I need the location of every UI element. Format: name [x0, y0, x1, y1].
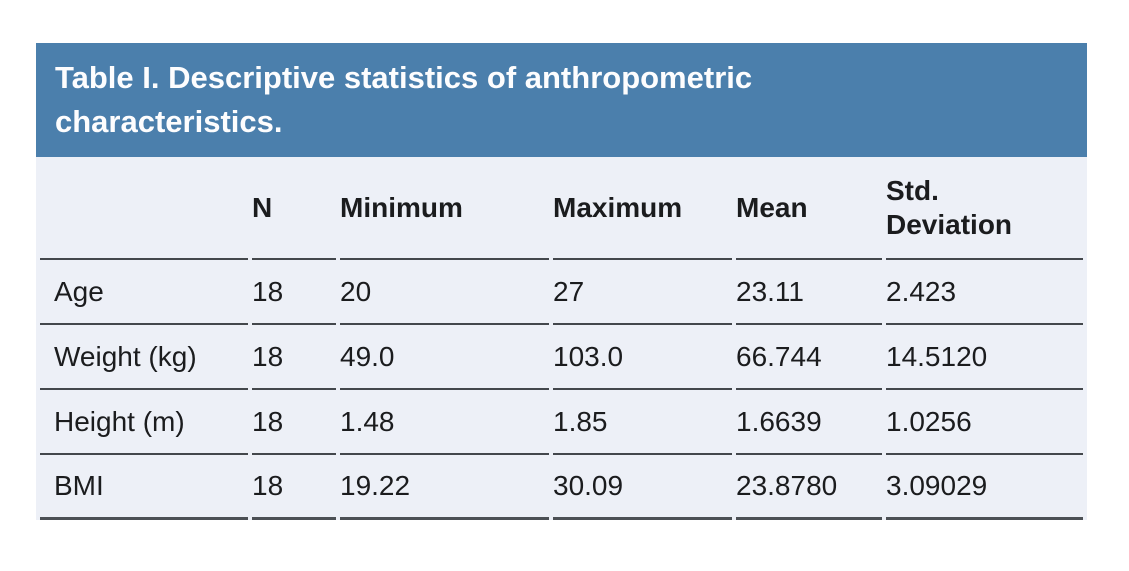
- table-row-height: Height (m) 18 1.48 1.85 1.6639 1.0256: [40, 390, 1083, 455]
- cell-n: 18: [252, 260, 336, 325]
- row-label: Height (m): [40, 390, 248, 455]
- cell-std: 2.423: [886, 260, 1083, 325]
- row-label: BMI: [40, 455, 248, 520]
- cell-min: 20: [340, 260, 549, 325]
- table-row-age: Age 18 20 27 23.11 2.423: [40, 260, 1083, 325]
- cell-n: 18: [252, 325, 336, 390]
- cell-min: 1.48: [340, 390, 549, 455]
- column-header-maximum: Maximum: [553, 157, 732, 260]
- column-header-mean: Mean: [736, 157, 882, 260]
- cell-n: 18: [252, 390, 336, 455]
- header-row: N Minimum Maximum Mean Std. Deviation: [40, 157, 1083, 260]
- table-figure: Table I. Descriptive statistics of anthr…: [36, 43, 1087, 520]
- cell-max: 27: [553, 260, 732, 325]
- column-header-std-deviation: Std. Deviation: [886, 157, 1083, 260]
- cell-min: 49.0: [340, 325, 549, 390]
- cell-std: 14.5120: [886, 325, 1083, 390]
- table-title-line-2: characteristics.: [55, 104, 283, 139]
- cell-max: 30.09: [553, 455, 732, 520]
- cell-mean: 23.8780: [736, 455, 882, 520]
- table-title: Table I. Descriptive statistics of anthr…: [36, 43, 1087, 157]
- statistics-table: N Minimum Maximum Mean Std. Deviation Ag…: [36, 157, 1087, 520]
- cell-max: 103.0: [553, 325, 732, 390]
- table-row-bmi: BMI 18 19.22 30.09 23.8780 3.09029: [40, 455, 1083, 520]
- cell-mean: 66.744: [736, 325, 882, 390]
- cell-std: 3.09029: [886, 455, 1083, 520]
- cell-n: 18: [252, 455, 336, 520]
- column-header-n: N: [252, 157, 336, 260]
- table-title-line-1: Table I. Descriptive statistics of anthr…: [55, 60, 753, 95]
- cell-max: 1.85: [553, 390, 732, 455]
- cell-mean: 1.6639: [736, 390, 882, 455]
- row-label: Age: [40, 260, 248, 325]
- column-header-variable: [40, 157, 248, 260]
- table-row-weight: Weight (kg) 18 49.0 103.0 66.744 14.5120: [40, 325, 1083, 390]
- row-label: Weight (kg): [40, 325, 248, 390]
- cell-mean: 23.11: [736, 260, 882, 325]
- statistics-table-container: N Minimum Maximum Mean Std. Deviation Ag…: [36, 157, 1087, 520]
- column-header-minimum: Minimum: [340, 157, 549, 260]
- cell-std: 1.0256: [886, 390, 1083, 455]
- cell-min: 19.22: [340, 455, 549, 520]
